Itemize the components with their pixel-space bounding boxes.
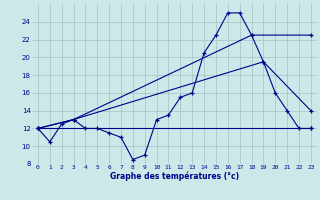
X-axis label: Graphe des températures (°c): Graphe des températures (°c) xyxy=(110,172,239,181)
